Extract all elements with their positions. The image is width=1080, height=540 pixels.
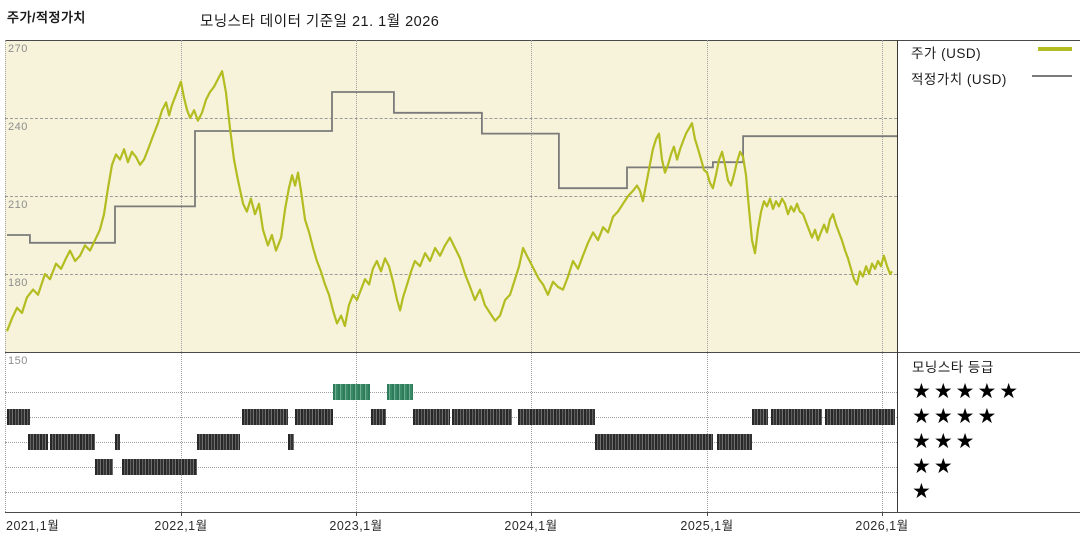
rating-row-line-2star [5,467,897,468]
rating-row-line-5star [5,392,897,393]
panel-divider-150 [5,352,1080,353]
x-tickmark-2022 [181,512,182,516]
star-row-4: ★★★★ [912,405,1000,428]
legend-panel-divider [897,40,898,512]
y-tick-240: 240 [8,121,28,133]
x-tick-2025: 2025,1월 [680,519,734,533]
price-line [5,70,893,332]
chart-top-border [5,40,1080,41]
x-tickmark-2026 [882,512,883,516]
rating-row-line-4star [5,417,897,418]
star-row-3: ★★★ [912,430,978,453]
x-tick-2021: 2021,1월 [6,519,60,533]
plot-left-border [5,40,6,512]
gridline-2023 [356,40,357,512]
fair-value-line-swatch [1032,75,1072,77]
rating-plot-area [5,352,897,512]
star-row-1: ★ [912,480,934,503]
rating-row-line-3star [5,442,897,443]
star-row-5: ★★★★★ [912,380,1022,403]
gridline-2026 [882,40,883,512]
page-title: 주가/적정가치 [7,10,86,25]
x-tickmark-2024 [531,512,532,516]
x-tick-2026: 2026,1월 [855,519,909,533]
legend-fair-value-label: 적정가치 (USD) [911,72,1007,87]
gridline-2022 [181,40,182,512]
rating-legend-title: 모닝스타 등급 [912,360,994,375]
x-axis-line [5,512,1080,513]
star-row-2: ★★ [912,455,956,478]
price-line-swatch [1038,47,1072,51]
y-tick-270: 270 [8,43,28,55]
price-fairvalue-lines [5,70,897,332]
x-tick-2022: 2022,1월 [154,519,208,533]
fair-value-line [7,91,897,244]
x-tick-2024: 2024,1월 [504,519,558,533]
rating-row-line-1star [5,492,897,493]
y-tick-180: 180 [8,277,28,289]
gridline-2025 [707,40,708,512]
gridline-240 [5,118,897,119]
y-tick-150: 150 [8,355,28,367]
chart-subtitle-data-asof: 모닝스타 데이터 기준일 21. 1월 2026 [200,14,440,30]
x-tick-2023: 2023,1월 [329,519,383,533]
legend-price-label: 주가 (USD) [911,46,982,61]
gridline-180 [5,274,897,275]
gridline-2024 [531,40,532,512]
y-tick-210: 210 [8,199,28,211]
x-tickmark-2025 [707,512,708,516]
x-tickmark-2023 [356,512,357,516]
gridline-210 [5,196,897,197]
